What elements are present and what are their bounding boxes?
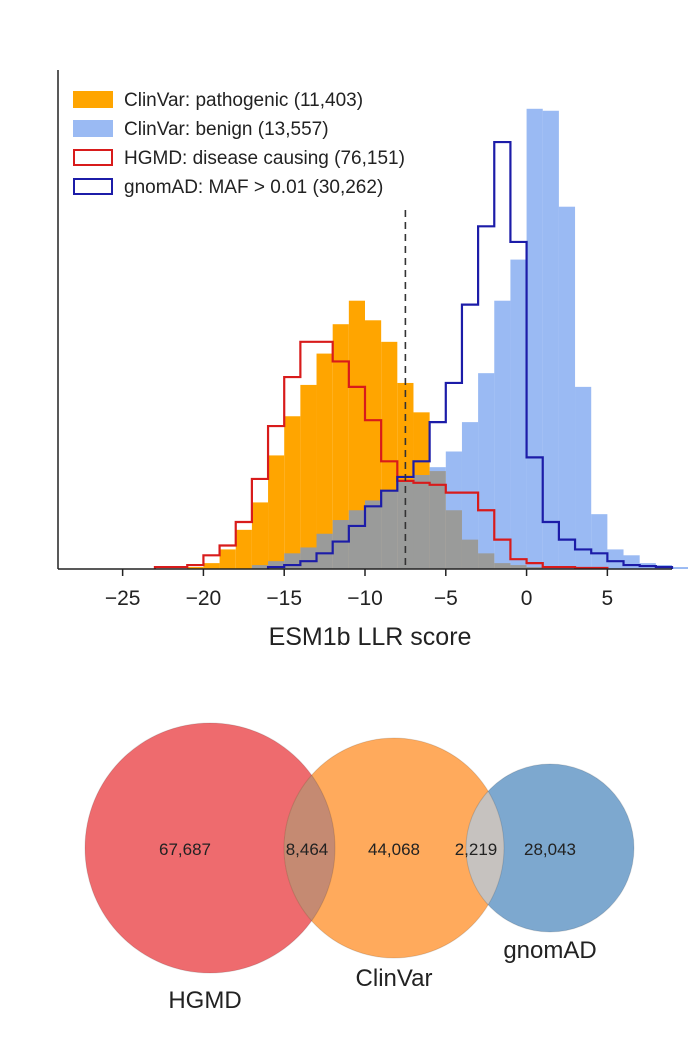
hist-bar-series-0-bin-8	[316, 353, 333, 569]
venn-outlines	[84, 722, 635, 974]
hist-bar-series-1-bin-15	[478, 373, 495, 569]
hist-bar-series-0-bin-4	[251, 502, 269, 569]
venn-circle-clinvar	[284, 738, 504, 958]
histogram-legend: ClinVar: pathogenic (11,403) ClinVar: ben…	[73, 90, 405, 198]
hist-bar-series-1-bin-11	[413, 475, 430, 569]
x-tick-label: 5	[602, 587, 614, 610]
legend-swatch-0	[73, 91, 113, 108]
hist-bar-series-1-bin-17	[510, 259, 527, 569]
legend-label-0: ClinVar: pathogenic (11,403)	[124, 90, 363, 111]
hist-bar-series-1-bin-22	[591, 514, 608, 569]
hist-bar-series-1-bin-23	[607, 549, 624, 569]
venn-circle-hgmd	[85, 723, 335, 973]
hist-bar-series-1-bin-16	[494, 300, 511, 569]
hist-bar-series-1-bin-9	[381, 490, 398, 569]
hist-bar-series-1-bin-7	[348, 510, 365, 569]
venn-outline-hgmd	[84, 722, 336, 974]
hist-bar-series-1-bin-4	[300, 547, 317, 569]
venn-value-clinvar-gnomad: 2,219	[455, 840, 498, 859]
legend-swatch-3	[73, 178, 113, 195]
hist-bar-series-1-bin-8	[365, 500, 382, 569]
hist-bar-series-1-bin-14	[461, 422, 479, 569]
hist-bar-series-1-bin-24	[623, 555, 640, 569]
hist-bar-series-0-bin-10	[348, 300, 365, 569]
hist-bar-series-1-bin-3	[284, 553, 301, 569]
venn-value-hgmd-clinvar: 8,464	[286, 840, 329, 859]
hist-bar-series-1-bin-19	[542, 110, 559, 569]
legend-label-2: HGMD: disease causing (76,151)	[124, 148, 405, 169]
hist-bar-series-1-bin-1	[251, 565, 269, 569]
hist-step-series-3	[266, 140, 674, 569]
x-tick-label: −5	[434, 587, 458, 610]
hist-step-series-2	[153, 340, 609, 570]
venn-value-hgmd-only: 67,687	[159, 840, 211, 859]
x-tick-label: −20	[186, 587, 222, 610]
legend-swatch-1	[73, 120, 113, 137]
venn-label-clinvar: ClinVar	[356, 965, 433, 992]
venn-outline-gnomad	[465, 763, 635, 933]
x-axis-label: ESM1b LLR score	[269, 623, 472, 651]
hist-bar-series-1-bin-18	[526, 108, 543, 570]
hist-bar-series-1-bin-20	[558, 206, 576, 570]
venn-circle-gnomad	[466, 764, 634, 932]
venn-outline-clinvar	[283, 737, 505, 959]
hist-bar-series-1-bin-12	[429, 467, 446, 569]
venn-value-clinvar-only: 44,068	[368, 840, 420, 859]
hist-bar-series-0-bin-6	[284, 416, 301, 569]
histogram-chart: −25 −20 −15 −10 −5 0 5 ESM1b LLR score ClinVar:…	[57, 70, 688, 651]
x-tick-label: −15	[266, 587, 302, 610]
hist-bar-series-0-bin-2	[219, 549, 236, 569]
hist-bar-series-1-bin-6	[332, 520, 349, 569]
legend-label-1: ClinVar: benign (13,557)	[124, 119, 329, 140]
legend-swatch-2	[73, 149, 113, 166]
hist-bar-series-1-bin-5	[316, 533, 333, 569]
hist-bar-series-1-bin-13	[445, 451, 462, 569]
venn-label-gnomad: gnomAD	[503, 937, 596, 964]
venn-value-gnomad-only: 28,043	[524, 840, 576, 859]
histogram-bars	[187, 108, 688, 570]
venn-label-hgmd: HGMD	[168, 987, 241, 1014]
legend-label-3: gnomAD: MAF > 0.01 (30,262)	[124, 177, 383, 198]
hist-bar-series-0-bin-3	[235, 529, 252, 569]
hist-bar-series-0-bin-1	[203, 563, 220, 569]
histogram-steps	[153, 140, 674, 570]
hist-bar-series-0-bin-9	[332, 324, 349, 569]
x-tick-label: 0	[521, 587, 533, 610]
hist-bar-series-1-bin-2	[268, 561, 285, 569]
hist-bar-series-0-bin-7	[300, 384, 317, 569]
hist-bar-series-1-bin-21	[575, 386, 592, 569]
x-tick-label: −25	[105, 587, 141, 610]
x-tick-label: −10	[347, 587, 383, 610]
hist-bar-series-0-bin-0	[187, 567, 204, 569]
venn-diagram: 67,687 8,464 44,068 2,219 28,043 HGMD Cl…	[84, 722, 635, 1014]
hist-bar-series-1-bin-27	[672, 567, 688, 569]
histogram-axes: −25 −20 −15 −10 −5 0 5 ESM1b LLR score	[57, 70, 672, 651]
hist-bar-series-0-bin-5	[268, 455, 285, 569]
